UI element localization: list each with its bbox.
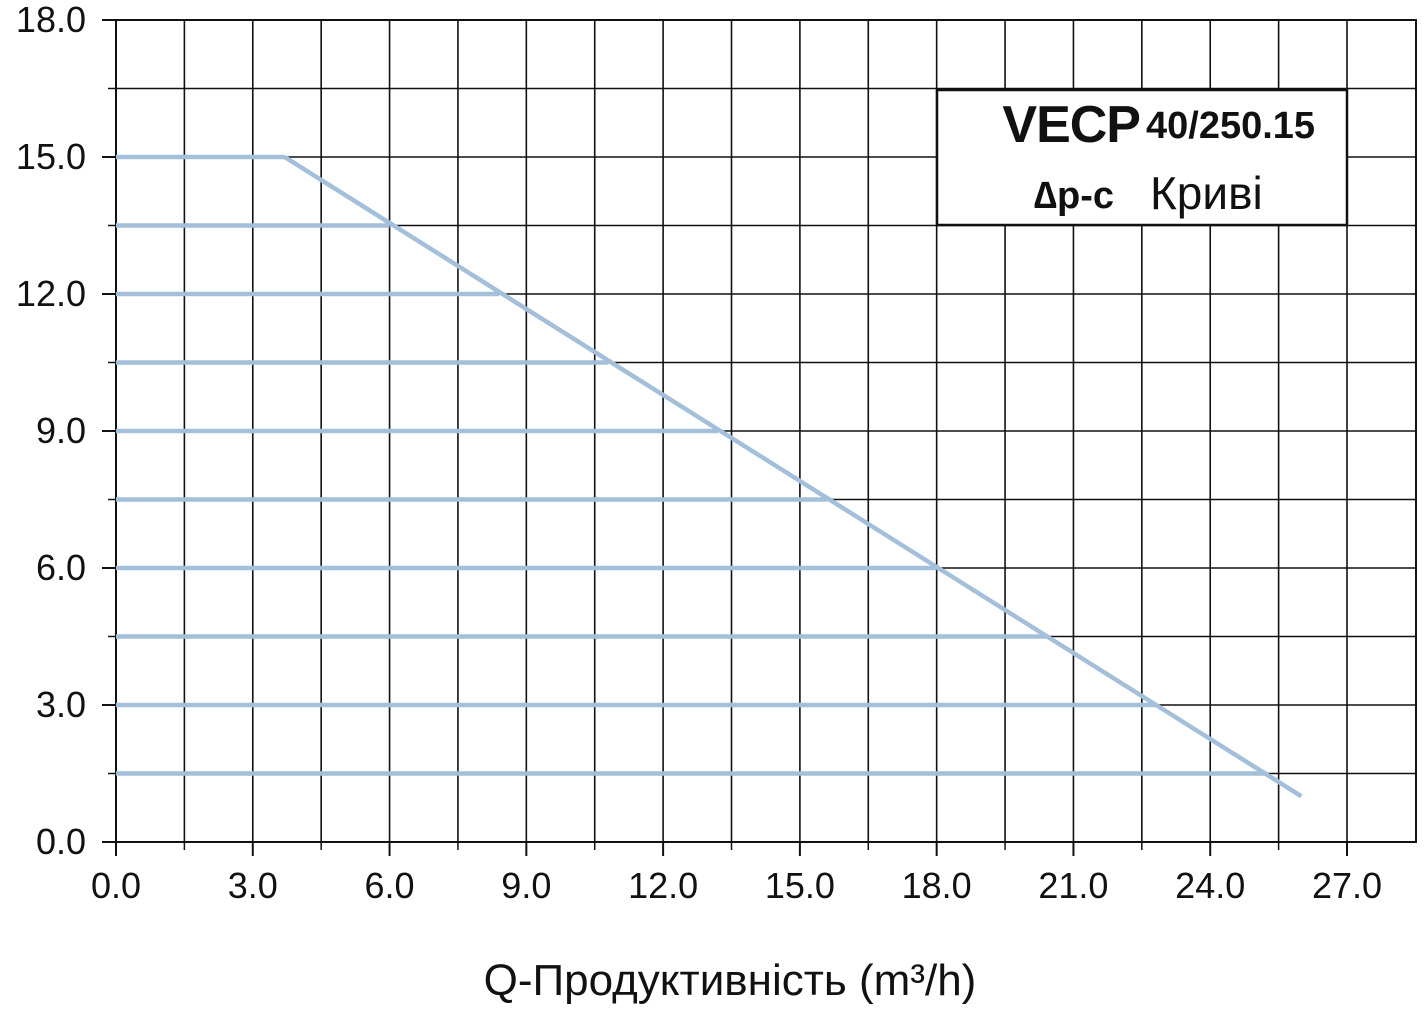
- y-tick-label: 6.0: [36, 547, 86, 588]
- x-tick-label: 3.0: [228, 865, 278, 906]
- y-tick-label: 9.0: [36, 410, 86, 451]
- x-tick-label: 9.0: [501, 865, 551, 906]
- x-tick-label: 6.0: [365, 865, 415, 906]
- x-axis-label: Q-Продуктивність (m³/h): [484, 956, 977, 1005]
- legend-mode: ∆p-c: [1034, 175, 1114, 217]
- x-tick-label: 0.0: [91, 865, 141, 906]
- y-tick-label: 12.0: [16, 273, 86, 314]
- legend-model: 40/250.15: [1146, 105, 1315, 147]
- legend-curves-label: Криві: [1150, 167, 1263, 219]
- x-tick-label: 27.0: [1312, 865, 1382, 906]
- x-tick-label: 24.0: [1175, 865, 1245, 906]
- legend-box: [935, 88, 1349, 227]
- axes: 0.0 3.0 6.0 9.0 12.0 15.0 18.0 21.0 24.0 27.0 0.0 3…: [16, 0, 1382, 906]
- x-tick-label: 15.0: [765, 865, 835, 906]
- series-layer: [116, 154, 1303, 799]
- y-tick-label: 3.0: [36, 684, 86, 725]
- series-max-curve: [283, 155, 1303, 799]
- x-tick-label: 12.0: [628, 865, 698, 906]
- legend-brand: VECP: [1002, 96, 1140, 154]
- x-tick-label: 21.0: [1038, 865, 1108, 906]
- x-tick-label: 18.0: [902, 865, 972, 906]
- legend: VECP 40/250.15 ∆p-c Криві: [935, 88, 1349, 227]
- y-tick-label: 0.0: [36, 821, 86, 862]
- y-tick-label: 18.0: [16, 0, 86, 40]
- y-tick-label: 15.0: [16, 136, 86, 177]
